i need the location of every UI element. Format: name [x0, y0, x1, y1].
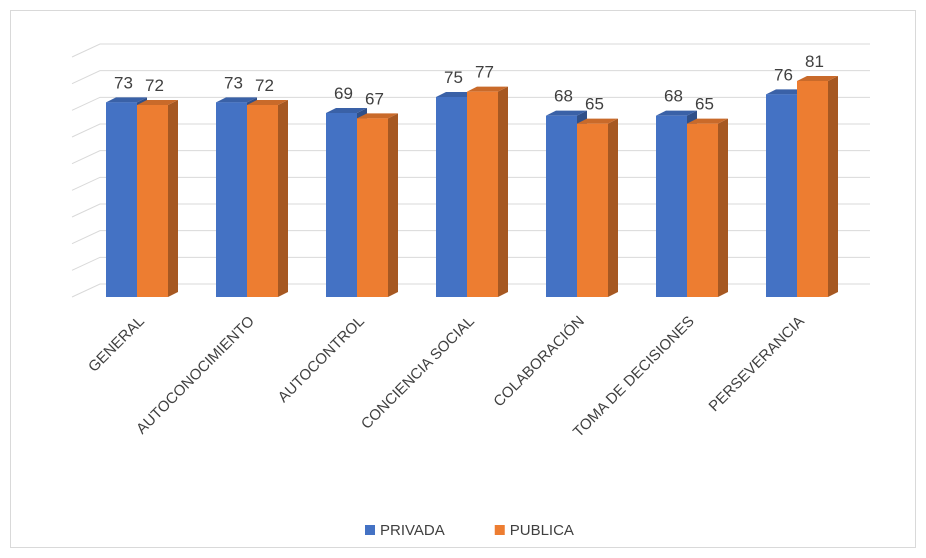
bar-side — [388, 113, 398, 297]
data-label: 68 — [554, 87, 573, 106]
legend-label: PUBLICA — [510, 522, 574, 539]
bar-3d — [467, 86, 508, 298]
data-label: 73 — [224, 73, 243, 92]
bar-top — [797, 76, 838, 81]
bar-top — [216, 97, 257, 103]
bar — [467, 91, 498, 298]
bar-top — [656, 110, 697, 116]
bar-3d — [797, 76, 838, 297]
bar-top — [326, 108, 367, 113]
bar — [326, 113, 357, 297]
data-label: 73 — [114, 73, 133, 92]
data-label: 65 — [695, 95, 714, 114]
data-label: 65 — [585, 95, 604, 114]
legend-swatch — [494, 525, 505, 535]
grid-line — [71, 43, 870, 58]
bar — [247, 105, 278, 297]
bar-side — [718, 118, 728, 298]
bar — [797, 81, 828, 297]
data-label: 67 — [365, 89, 384, 108]
bar-top — [436, 92, 477, 97]
bar-top — [106, 97, 147, 103]
bar — [687, 123, 718, 298]
data-label: 72 — [145, 76, 164, 95]
grid-line — [71, 96, 870, 111]
data-label: 81 — [805, 52, 824, 71]
bar-side — [828, 76, 838, 297]
bar-3d — [577, 118, 618, 298]
bar-top — [357, 113, 398, 119]
bar — [216, 102, 247, 297]
bar-side — [168, 100, 178, 297]
bar-side — [608, 118, 618, 298]
data-label: 76 — [774, 65, 793, 84]
bar-top — [546, 110, 587, 116]
bar — [577, 123, 608, 298]
data-label: 75 — [444, 68, 463, 87]
data-label: 72 — [255, 76, 274, 95]
bar — [357, 118, 388, 297]
bar-top — [766, 89, 807, 95]
data-label: 68 — [664, 87, 683, 106]
bar — [766, 94, 797, 297]
bar — [436, 97, 467, 297]
bar — [106, 102, 137, 297]
bar-side — [278, 100, 288, 297]
grid-line — [71, 70, 870, 85]
bar — [546, 115, 577, 298]
data-label: 69 — [334, 84, 353, 103]
bar-3d — [247, 100, 288, 297]
bar-side — [498, 86, 508, 298]
bar-top — [687, 118, 728, 124]
bar — [137, 105, 168, 297]
legend-swatch — [365, 525, 375, 535]
bar-3d — [357, 113, 398, 297]
bar — [656, 115, 687, 298]
bar-top — [467, 86, 508, 92]
bar-top — [247, 100, 288, 105]
bar-3d — [687, 118, 728, 298]
data-label: 77 — [475, 63, 494, 82]
bar-top — [137, 100, 178, 105]
bar-top — [577, 118, 618, 124]
legend-label: PRIVADA — [380, 522, 445, 539]
bar-3d — [137, 100, 178, 297]
